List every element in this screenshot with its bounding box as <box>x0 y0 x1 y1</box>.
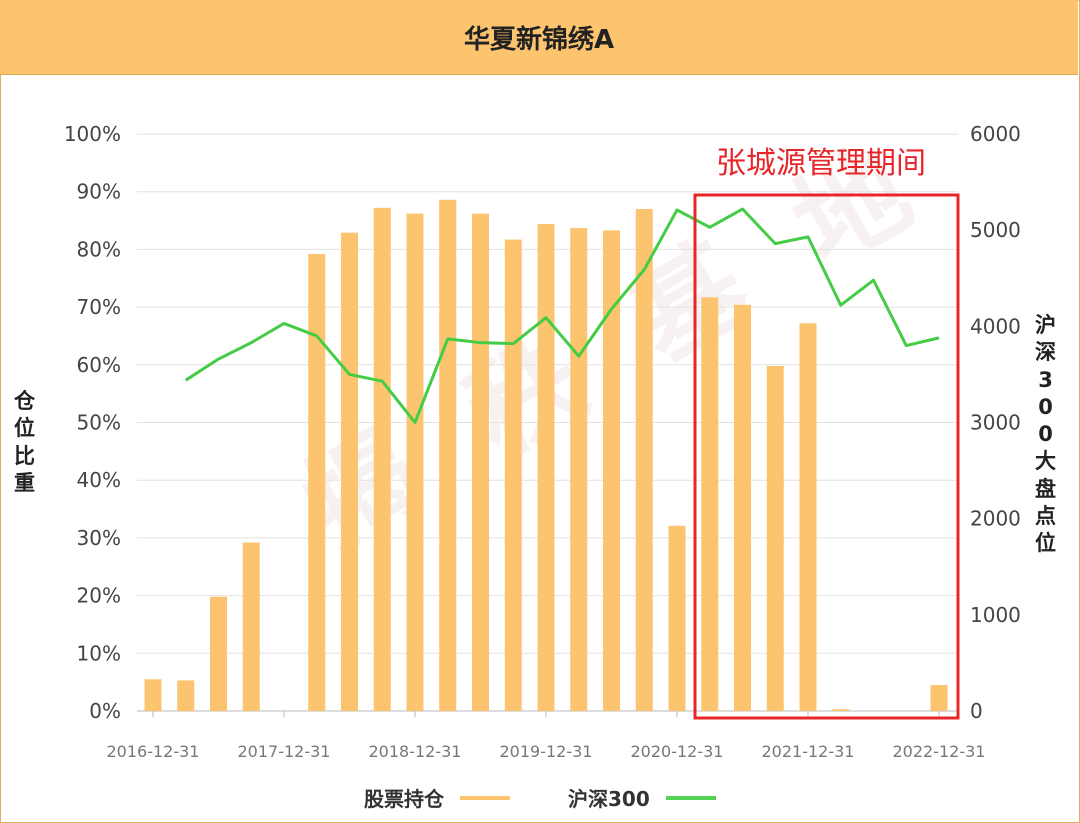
bar <box>406 213 424 711</box>
y-left-tick-label: 60% <box>77 353 121 377</box>
bar <box>799 323 817 711</box>
annotation-box <box>693 193 960 720</box>
legend-item-stock[interactable]: 股票持仓 <box>364 783 510 812</box>
bar <box>930 685 948 711</box>
y-left-tick-label: 100% <box>64 122 121 146</box>
left-axis-label: 仓位比重 <box>14 388 35 497</box>
bar <box>504 239 522 711</box>
title-bar: 华夏新锦绣A <box>0 0 1078 75</box>
left-axis-label-char: 比 <box>14 443 35 468</box>
bar <box>832 709 850 711</box>
y-right-tick-label: 1000 <box>970 603 1021 627</box>
bar <box>701 297 719 711</box>
y-left-tick-label: 40% <box>77 468 121 492</box>
y-left-tick-label: 0% <box>89 699 121 723</box>
bar <box>537 224 555 711</box>
bar <box>242 542 260 711</box>
x-tick-label: 2021-12-31 <box>762 742 855 761</box>
y-right-tick-label: 2000 <box>970 507 1021 531</box>
right-axis-label-char: 盘 <box>1035 476 1056 501</box>
x-tick-label: 2022-12-31 <box>893 742 986 761</box>
left-axis-label-char: 位 <box>14 416 35 441</box>
y-left-tick-label: 20% <box>77 584 121 608</box>
y-left-tick-label: 30% <box>77 526 121 550</box>
bar <box>734 304 751 711</box>
bar <box>668 525 686 711</box>
bar <box>570 228 588 711</box>
right-axis-label-char: 深 <box>1035 340 1056 365</box>
legend: 股票持仓 沪深300 <box>0 783 1080 813</box>
chart-title: 华夏新锦绣A <box>463 24 615 55</box>
legend-swatch-stock <box>460 795 510 800</box>
right-axis-label-char: 0 <box>1038 394 1053 419</box>
right-axis-label-char: 大 <box>1035 449 1056 474</box>
bar <box>373 207 391 711</box>
bar <box>439 199 457 711</box>
bar <box>144 679 162 711</box>
x-tick-label: 2019-12-31 <box>500 742 593 761</box>
annotation-text: 张城源管理期间 <box>716 146 926 181</box>
legend-label-stock: 股票持仓 <box>364 787 444 811</box>
legend-item-index[interactable]: 沪深300 <box>568 783 716 812</box>
series-line-hs300 <box>184 207 940 424</box>
bar <box>210 596 227 711</box>
right-axis-label-char: 0 <box>1038 422 1053 447</box>
left-axis-label-char: 仓 <box>14 389 35 413</box>
y-left-tick-label: 90% <box>77 180 121 204</box>
y-left-tick-label: 70% <box>77 295 121 319</box>
bar <box>635 209 653 711</box>
bar <box>308 254 326 712</box>
right-axis-label-char: 沪 <box>1035 313 1056 337</box>
bar <box>177 680 195 711</box>
right-axis-label-char: 点 <box>1035 504 1056 529</box>
right-axis-label-char: 3 <box>1038 367 1053 392</box>
y-right-tick-label: 0 <box>970 699 983 723</box>
legend-label-index: 沪深300 <box>568 787 650 811</box>
y-left-tick-label: 10% <box>77 641 121 665</box>
y-left-tick-label: 80% <box>77 237 121 261</box>
right-axis-label-char: 位 <box>1035 531 1056 556</box>
left-axis-label-char: 重 <box>14 470 35 495</box>
y-right-tick-label: 4000 <box>970 314 1021 338</box>
y-right-tick-label: 5000 <box>970 218 1021 242</box>
bar <box>341 232 358 712</box>
x-tick-label: 2018-12-31 <box>369 742 462 761</box>
bar <box>603 230 620 711</box>
bar <box>766 365 784 711</box>
x-tick-label: 2017-12-31 <box>238 742 331 761</box>
bar <box>472 213 489 711</box>
legend-swatch-index <box>665 795 716 800</box>
x-tick-label: 2020-12-31 <box>631 742 724 761</box>
x-tick-label: 2016-12-31 <box>107 742 200 761</box>
y-right-tick-label: 3000 <box>970 411 1021 435</box>
y-left-tick-label: 50% <box>77 411 121 435</box>
y-right-tick-label: 6000 <box>970 122 1021 146</box>
